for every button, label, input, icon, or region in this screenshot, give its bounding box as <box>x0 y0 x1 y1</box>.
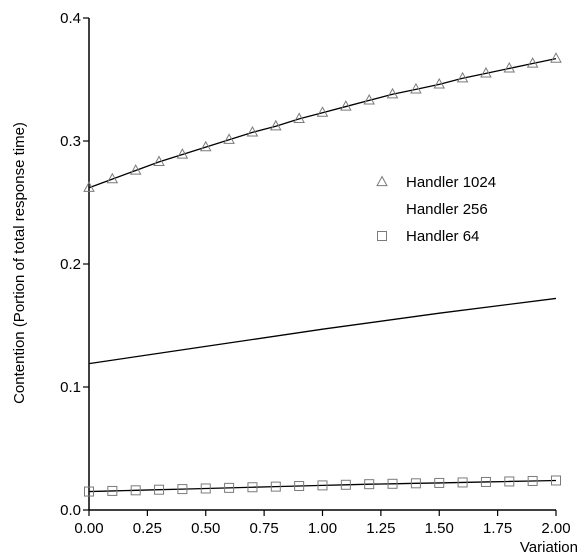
x-tick-label: 1.50 <box>425 520 454 537</box>
data-point <box>129 164 142 175</box>
data-point <box>340 479 351 490</box>
data-point <box>387 478 398 489</box>
x-tick-label: 1.00 <box>308 520 337 537</box>
x-tick-label: 1.75 <box>483 520 512 537</box>
x-tick-label: 0.50 <box>191 520 220 537</box>
data-point <box>246 125 259 137</box>
data-point <box>106 172 119 184</box>
data-point <box>456 71 469 83</box>
legend-label: Handler 64 <box>406 228 479 245</box>
data-point <box>293 112 305 123</box>
data-point <box>199 140 212 152</box>
data-point <box>153 155 165 167</box>
data-point <box>107 485 118 496</box>
data-point <box>177 484 188 495</box>
ticks: 0.00 0.25 0.50 0.75 1.00 1.25 1.50 1.75 2.00 0.0 0… <box>60 10 570 537</box>
legend-label: Handler 256 <box>406 201 488 218</box>
data-point <box>176 148 189 159</box>
data-point <box>410 82 422 94</box>
series-handler-1024 <box>83 52 562 192</box>
data-point <box>223 133 235 144</box>
data-point <box>386 87 399 99</box>
data-point <box>154 484 165 495</box>
y-tick-label: 0.4 <box>60 10 81 27</box>
data-point <box>363 93 375 105</box>
y-tick-label: 0.2 <box>60 256 81 273</box>
series-handler-256 <box>88 297 557 365</box>
data-point <box>364 479 375 490</box>
data-point <box>340 100 352 111</box>
legend-item: Handler 1024 <box>376 174 496 191</box>
legend-marker <box>377 231 387 241</box>
data-point <box>550 52 562 63</box>
x-tick-label: 0.25 <box>133 520 162 537</box>
legend-item: Handler 256 <box>406 201 488 218</box>
series-line <box>88 57 557 189</box>
legend-marker <box>376 175 388 187</box>
legend: Handler 1024 Handler 256 Handler 64 <box>376 174 496 245</box>
x-tick-label: 0.75 <box>250 520 279 537</box>
x-tick-label: 0.00 <box>74 520 103 537</box>
y-axis-label: Contention (Portion of total response ti… <box>11 122 28 404</box>
y-tick-label: 0.0 <box>60 502 81 519</box>
data-point <box>480 476 491 487</box>
data-point <box>316 106 329 117</box>
data-point <box>83 181 95 192</box>
x-axis-label: Variation <box>520 539 578 556</box>
data-point <box>503 61 516 73</box>
series-group <box>83 52 562 497</box>
data-point <box>434 477 445 488</box>
data-point <box>270 481 281 492</box>
data-point <box>294 481 305 492</box>
y-tick-label: 0.1 <box>60 379 81 396</box>
data-point <box>504 476 515 487</box>
axes <box>88 18 556 511</box>
data-point <box>527 475 538 486</box>
x-tick-label: 2.00 <box>541 520 570 537</box>
data-point <box>84 486 94 497</box>
legend-item: Handler 64 <box>377 228 479 245</box>
data-point <box>247 482 258 493</box>
series-line <box>88 479 557 493</box>
series-handler-64 <box>84 475 561 497</box>
data-point <box>200 483 211 494</box>
legend-label: Handler 1024 <box>406 174 496 191</box>
series-line <box>88 297 557 365</box>
x-tick-label: 1.25 <box>366 520 395 537</box>
data-point <box>224 482 235 493</box>
data-point <box>130 485 141 496</box>
data-point <box>526 57 539 68</box>
y-tick-label: 0.3 <box>60 133 81 150</box>
data-point <box>410 478 421 489</box>
data-point <box>480 66 492 78</box>
data-point <box>457 477 468 488</box>
data-point <box>317 480 328 491</box>
data-point <box>433 77 446 89</box>
data-point <box>270 119 282 131</box>
data-point <box>551 475 561 486</box>
